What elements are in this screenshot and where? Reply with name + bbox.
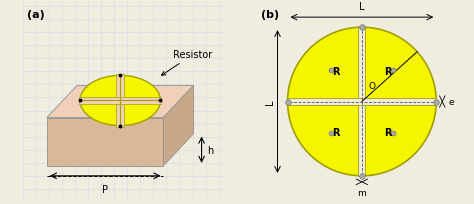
Text: R: R xyxy=(384,127,392,137)
Bar xyxy=(79,97,162,105)
Text: P: P xyxy=(102,184,108,194)
Text: (b): (b) xyxy=(262,10,280,20)
Polygon shape xyxy=(47,86,193,118)
Text: O: O xyxy=(369,82,376,91)
Circle shape xyxy=(288,28,436,176)
Polygon shape xyxy=(164,86,193,166)
Bar xyxy=(288,99,436,105)
Polygon shape xyxy=(47,118,164,166)
Bar xyxy=(358,28,365,176)
Ellipse shape xyxy=(80,76,160,126)
Text: L: L xyxy=(359,2,365,12)
Text: e: e xyxy=(448,98,454,106)
Text: h: h xyxy=(208,145,214,155)
Text: R: R xyxy=(384,67,392,77)
Text: R: R xyxy=(332,127,339,137)
Text: R: R xyxy=(332,67,339,77)
Text: m: m xyxy=(357,188,366,197)
Bar xyxy=(117,75,124,127)
Text: Resistor: Resistor xyxy=(162,50,213,76)
Text: (a): (a) xyxy=(27,10,45,20)
Text: L: L xyxy=(265,99,275,105)
